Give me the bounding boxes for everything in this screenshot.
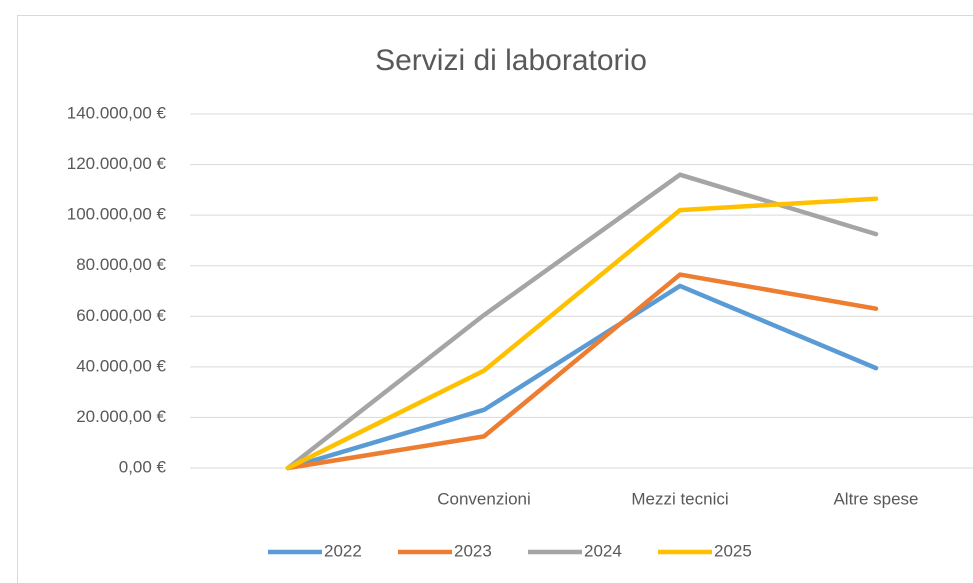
y-tick-label: 0,00 € xyxy=(119,457,167,476)
legend-label: 2024 xyxy=(584,541,622,560)
y-tick-label: 20.000,00 € xyxy=(76,407,166,426)
x-tick-label: Convenzioni xyxy=(437,489,531,508)
y-tick-label: 100.000,00 € xyxy=(67,205,167,224)
x-tick-label: Mezzi tecnici xyxy=(631,489,728,508)
series-line xyxy=(285,196,879,471)
chart-title: Servizi di laboratorio xyxy=(375,44,647,77)
y-tick-label: 120.000,00 € xyxy=(67,154,167,173)
series-line xyxy=(285,283,879,471)
x-tick-label: Altre spese xyxy=(833,489,918,508)
y-tick-label: 40.000,00 € xyxy=(76,356,166,375)
legend-label: 2025 xyxy=(714,541,752,560)
y-tick-label: 60.000,00 € xyxy=(76,306,166,325)
y-tick-label: 140.000,00 € xyxy=(67,103,167,122)
y-tick-label: 80.000,00 € xyxy=(76,255,166,274)
legend-label: 2023 xyxy=(454,541,492,560)
legend-label: 2022 xyxy=(324,541,362,560)
series-line xyxy=(285,272,879,471)
